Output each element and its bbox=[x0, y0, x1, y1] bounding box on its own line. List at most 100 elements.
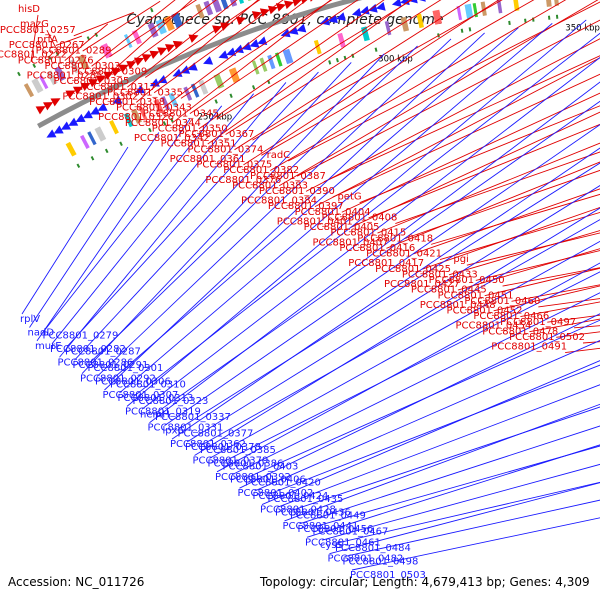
inner-marker bbox=[252, 85, 256, 90]
reverse-gene-arrow bbox=[218, 50, 229, 59]
forward-gene-arrow bbox=[141, 54, 152, 63]
red-gene-label: PCC8801_0497 bbox=[500, 317, 576, 328]
outer-marker bbox=[17, 71, 21, 77]
inner-feature-block bbox=[313, 39, 322, 55]
forward-gene-arrow bbox=[126, 61, 137, 70]
leader-line bbox=[111, 27, 519, 380]
blue-gene-label: PCC8801_0385 bbox=[200, 445, 276, 456]
reverse-gene-arrow bbox=[226, 47, 237, 56]
inner-marker bbox=[119, 141, 123, 146]
leader-line bbox=[299, 425, 600, 525]
red-gene-label: PCC8801_0267 bbox=[9, 40, 85, 51]
gene-labels: hisD mazG prfA PCC8801_0222 PCC8801_0257 PCC8… bbox=[0, 4, 585, 581]
blue-gene-label: PCC8801_0310 bbox=[110, 379, 186, 390]
red-gene-label: PCC8801_0318 bbox=[89, 97, 165, 108]
red-gene-label: PCC8801_0345 bbox=[143, 108, 219, 119]
blue-gene-label: PCC8801_0484 bbox=[335, 543, 411, 554]
outer-feature-block bbox=[100, 43, 113, 59]
red-gene-label: PCC8801_0285 bbox=[27, 70, 103, 81]
red-gene-label: PCC8801_0361 bbox=[170, 154, 246, 165]
leader-line bbox=[207, 0, 412, 145]
inner-feature-block bbox=[94, 126, 107, 142]
reverse-gene-arrow bbox=[419, 0, 426, 2]
reverse-gene-arrow bbox=[134, 85, 145, 94]
leader-line bbox=[216, 0, 413, 120]
red-gene-label: PCC8801_0387 bbox=[250, 171, 326, 182]
leader-line bbox=[89, 45, 418, 364]
leader-line bbox=[225, 0, 442, 135]
leader-line bbox=[284, 403, 600, 522]
leader-line bbox=[119, 23, 553, 394]
leader-line bbox=[261, 360, 600, 505]
leader-line bbox=[96, 38, 452, 377]
outer-feature-block bbox=[203, 0, 214, 16]
blue-gene-label: lpxC bbox=[163, 426, 185, 437]
blue-gene-label: PCC8801_0456 bbox=[298, 524, 374, 535]
inner-marker bbox=[104, 148, 109, 154]
red-gene-label: PCC8801_0415 bbox=[330, 228, 406, 239]
inner-marker bbox=[351, 53, 355, 58]
leader-line bbox=[180, 0, 333, 99]
outer-feature-block bbox=[211, 0, 222, 13]
blue-gene-label: nadD bbox=[28, 327, 55, 338]
reverse-gene-arrow bbox=[241, 41, 252, 51]
red-gene-label: PCC8801_0478 bbox=[482, 326, 558, 337]
reverse-gene-arrow bbox=[359, 5, 370, 15]
leader-line bbox=[341, 92, 600, 213]
reverse-gene-arrow bbox=[233, 44, 244, 54]
red-gene-label: PCC8801_0416 bbox=[339, 243, 415, 254]
leader-line bbox=[305, 38, 600, 192]
outer-marker bbox=[47, 55, 52, 60]
red-gene-label: PCC8801_0326 bbox=[98, 112, 174, 123]
blue-gene-label: PCC8801_0337 bbox=[155, 412, 231, 423]
outer-feature-block bbox=[69, 58, 80, 74]
blue-gene-label: PCC8801_0406 bbox=[230, 475, 306, 486]
red-gene-label: PCC8801_0305 bbox=[53, 76, 129, 87]
blue-gene-label: PCC8801_0287 bbox=[65, 347, 141, 358]
red-gene-label: PCC8801_0303 bbox=[45, 61, 121, 72]
red-gene-label: PCC8801_0417 bbox=[348, 258, 424, 269]
red-gene-label: PCC8801_0384 bbox=[241, 196, 317, 207]
leader-line bbox=[430, 193, 600, 245]
inner-feature-block bbox=[480, 1, 487, 16]
backbone-ring bbox=[37, 0, 363, 129]
blue-gene-label: PCC8801_0403 bbox=[223, 461, 299, 472]
red-gene-label: PCC8801_0425 bbox=[375, 264, 451, 275]
inner-feature-block bbox=[337, 32, 346, 48]
reverse-gene-arrow bbox=[90, 106, 101, 115]
inner-feature-block bbox=[456, 5, 463, 21]
blue-gene-label: PCC8801_0503 bbox=[350, 570, 426, 581]
inner-marker bbox=[460, 28, 464, 33]
red-gene-label: PCC8801_0390 bbox=[259, 186, 335, 197]
leader-line bbox=[44, 105, 223, 331]
inner-feature-block bbox=[513, 0, 520, 12]
inner-feature-block bbox=[464, 3, 474, 19]
inner-feature-block bbox=[123, 112, 134, 128]
inner-feature-block bbox=[65, 141, 77, 157]
blue-gene-label: PCC8801_0323 bbox=[133, 396, 209, 407]
inner-feature-block bbox=[109, 119, 119, 135]
leader-line bbox=[254, 339, 600, 492]
leader-line bbox=[291, 406, 600, 511]
leader-line bbox=[29, 132, 160, 328]
outer-feature-block bbox=[46, 70, 58, 86]
red-gene-label: PCC8801_0302 bbox=[62, 91, 138, 102]
leader-line bbox=[51, 93, 255, 345]
leader-line bbox=[201, 219, 600, 446]
leader-line bbox=[135, 0, 259, 103]
outer-feature-block bbox=[77, 54, 90, 70]
inner-feature-block bbox=[274, 52, 283, 67]
red-gene-label: PCC8801_0276 bbox=[18, 55, 94, 66]
leader-line bbox=[141, 57, 600, 410]
leader-line bbox=[127, 0, 238, 88]
forward-gene-arrow bbox=[88, 79, 99, 88]
reverse-gene-arrow bbox=[320, 16, 330, 26]
inner-feature-block bbox=[267, 54, 276, 70]
leader-line bbox=[118, 0, 217, 73]
leader-line bbox=[332, 73, 600, 198]
leader-line bbox=[21, 146, 129, 315]
leader-line bbox=[164, 124, 600, 427]
leader-line bbox=[351, 517, 600, 571]
summary-text: Topology: circular; Length: 4,679,413 bp… bbox=[259, 575, 590, 589]
inner-feature-block bbox=[259, 57, 268, 72]
